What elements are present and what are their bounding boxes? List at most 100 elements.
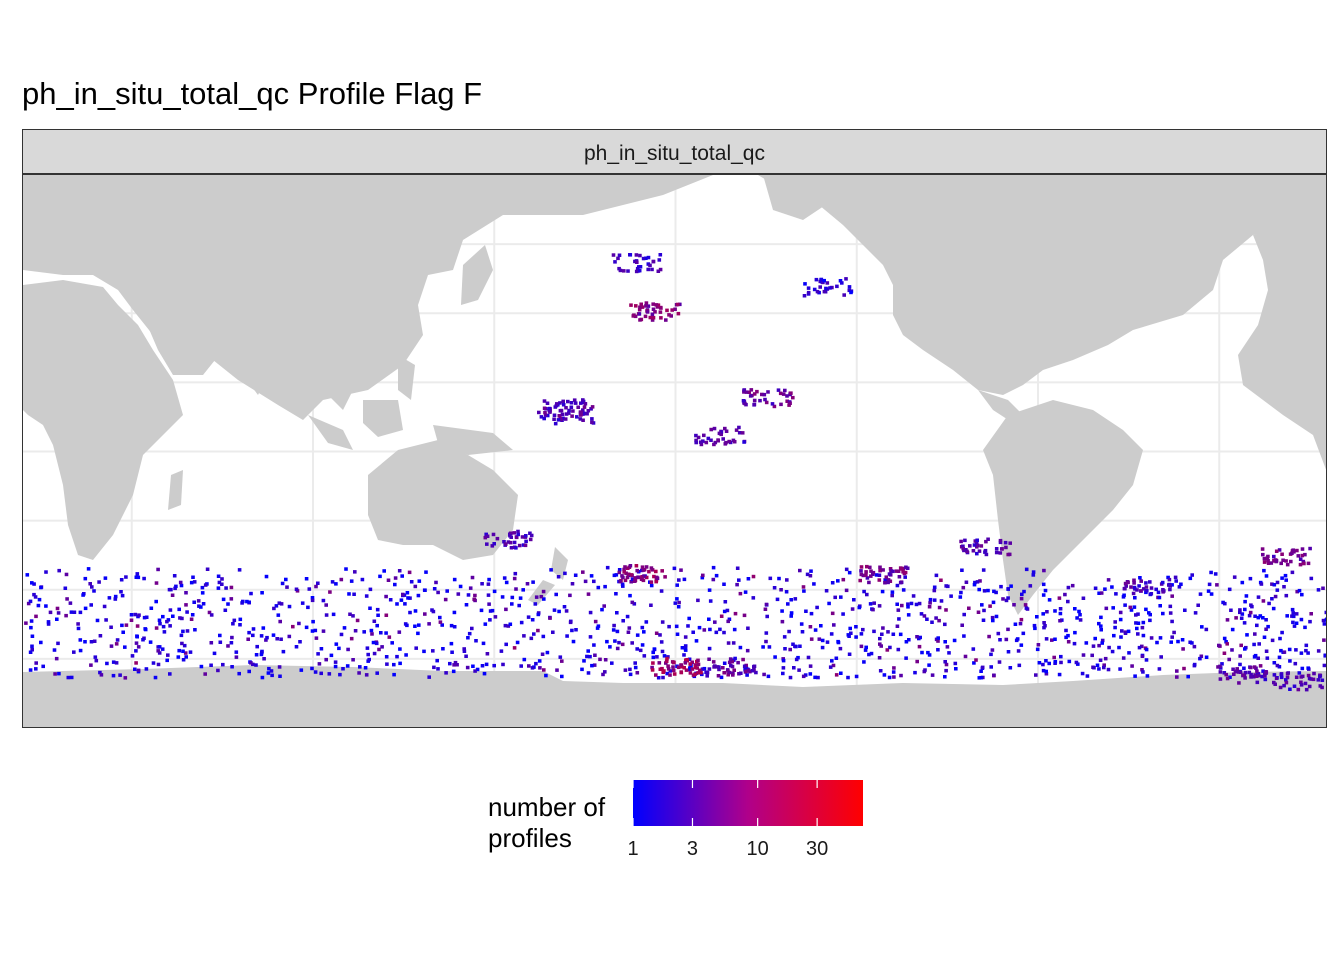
profile-cell bbox=[809, 637, 814, 641]
profile-cell bbox=[974, 541, 979, 545]
profile-cell bbox=[1258, 614, 1263, 618]
profile-cell bbox=[1272, 554, 1276, 559]
profile-cell bbox=[1139, 589, 1143, 593]
profile-cell bbox=[647, 569, 651, 574]
profile-cell bbox=[94, 658, 99, 663]
profile-cell bbox=[650, 267, 654, 272]
profile-cell bbox=[1132, 578, 1136, 582]
profile-cell bbox=[764, 631, 769, 635]
profile-cell bbox=[785, 578, 789, 582]
profile-cell bbox=[658, 267, 663, 272]
profile-cell bbox=[560, 412, 565, 417]
profile-cell bbox=[480, 582, 484, 586]
profile-cell bbox=[229, 641, 234, 645]
profile-cell bbox=[991, 618, 995, 623]
profile-cell bbox=[617, 253, 622, 257]
profile-cell bbox=[86, 567, 91, 571]
legend-title-line2: profiles bbox=[488, 823, 572, 853]
profile-cell bbox=[393, 576, 398, 580]
profile-cell bbox=[744, 402, 748, 407]
profile-cell bbox=[1270, 597, 1274, 601]
profile-cell bbox=[1090, 653, 1094, 658]
profile-cell bbox=[176, 655, 181, 659]
profile-cell bbox=[338, 672, 342, 677]
profile-cell bbox=[959, 590, 963, 595]
legend-title-line1: number of bbox=[488, 792, 606, 822]
map-panel bbox=[22, 175, 1327, 728]
profile-cell bbox=[168, 672, 172, 676]
profile-cell bbox=[977, 587, 981, 592]
profile-cell bbox=[696, 658, 700, 663]
profile-cell bbox=[702, 433, 706, 438]
land-cuba bbox=[1033, 350, 1068, 360]
profile-cell bbox=[1224, 640, 1228, 644]
profile-cell bbox=[638, 318, 642, 322]
profile-cell bbox=[1126, 629, 1131, 634]
profile-cell bbox=[1022, 589, 1026, 594]
profile-cell bbox=[344, 567, 348, 571]
profile-cell bbox=[813, 628, 818, 632]
profile-cell bbox=[1158, 636, 1163, 640]
profile-cell bbox=[675, 632, 680, 636]
profile-cell bbox=[1134, 621, 1138, 625]
profile-cell bbox=[380, 645, 384, 649]
profile-cell bbox=[906, 602, 910, 606]
profile-cell bbox=[655, 305, 660, 309]
profile-cell bbox=[1255, 669, 1259, 673]
profile-cell bbox=[278, 619, 282, 624]
profile-cell bbox=[1129, 585, 1133, 589]
profile-cell bbox=[1004, 598, 1009, 603]
profile-cell bbox=[1263, 672, 1267, 676]
profile-cell bbox=[637, 308, 642, 312]
profile-cell bbox=[680, 646, 685, 650]
profile-cell bbox=[973, 580, 977, 585]
profile-cell bbox=[134, 641, 139, 645]
profile-cell bbox=[1172, 630, 1176, 635]
profile-cell bbox=[1264, 649, 1269, 653]
profile-cell bbox=[668, 673, 672, 677]
profile-cell bbox=[1128, 605, 1133, 610]
profile-cell bbox=[610, 661, 614, 665]
profile-cell bbox=[1240, 612, 1245, 616]
profile-cell bbox=[1280, 630, 1284, 635]
profile-cell bbox=[1099, 624, 1103, 628]
profile-cell bbox=[25, 573, 30, 577]
profile-cell bbox=[998, 638, 1002, 642]
profile-cell bbox=[562, 605, 567, 609]
profile-cell bbox=[30, 644, 34, 648]
profile-cell bbox=[722, 609, 727, 614]
profile-cell bbox=[1239, 643, 1243, 648]
profile-cell bbox=[934, 616, 938, 620]
profile-cell bbox=[552, 413, 557, 417]
profile-cell bbox=[644, 304, 648, 308]
profile-cell bbox=[890, 590, 895, 594]
profile-cell bbox=[1261, 552, 1265, 557]
profile-cell bbox=[1033, 626, 1037, 631]
profile-cell bbox=[341, 667, 345, 671]
profile-cell bbox=[925, 617, 929, 621]
profile-cell bbox=[199, 664, 204, 669]
profile-cell bbox=[46, 622, 51, 626]
profile-cell bbox=[627, 626, 632, 630]
profile-cell bbox=[725, 608, 730, 613]
profile-cell bbox=[181, 629, 185, 634]
profile-cell bbox=[487, 577, 491, 582]
profile-cell bbox=[1170, 619, 1174, 624]
profile-cell bbox=[877, 578, 882, 582]
profile-cell bbox=[399, 598, 404, 602]
profile-cell bbox=[136, 575, 141, 580]
profile-cell bbox=[349, 636, 354, 641]
profile-cell bbox=[1066, 640, 1071, 644]
profile-cell bbox=[658, 253, 663, 257]
profile-cell bbox=[185, 610, 189, 614]
profile-cell bbox=[709, 438, 713, 442]
profile-cell bbox=[919, 612, 924, 616]
profile-cell bbox=[819, 278, 823, 282]
profile-cell bbox=[1303, 625, 1307, 630]
profile-cell bbox=[1248, 576, 1253, 581]
profile-cell bbox=[682, 653, 686, 657]
profile-cell bbox=[1306, 666, 1310, 670]
profile-cell bbox=[825, 640, 830, 644]
profile-cell bbox=[566, 399, 570, 404]
profile-cell bbox=[779, 402, 783, 407]
